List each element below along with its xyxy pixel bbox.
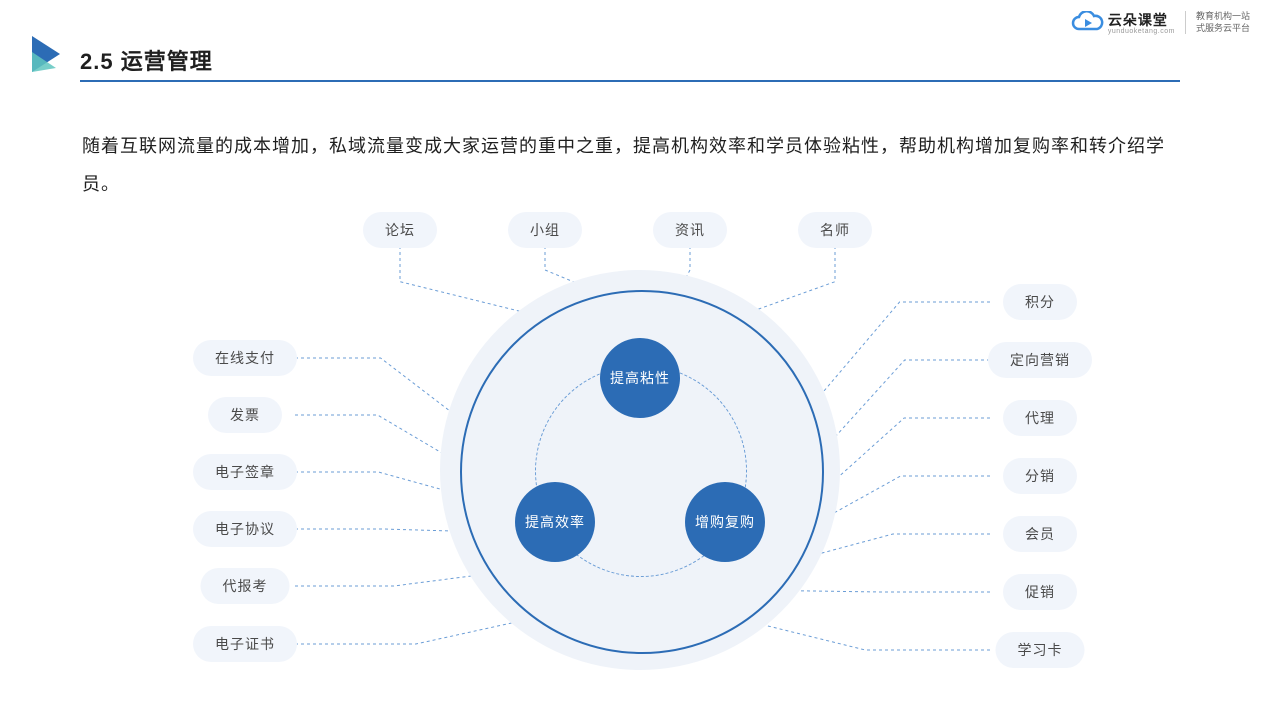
hub-hub-sticky: 提高粘性 <box>600 338 680 418</box>
pill-p-forum: 论坛 <box>363 212 437 248</box>
logo-tagline-l2: 式服务云平台 <box>1196 23 1250 35</box>
pill-p-teacher: 名师 <box>798 212 872 248</box>
pill-p-target: 定向营销 <box>988 342 1092 378</box>
pill-p-exam: 代报考 <box>201 568 290 604</box>
pill-p-ecert: 电子证书 <box>193 626 297 662</box>
hub-hub-efficient: 提高效率 <box>515 482 595 562</box>
pill-p-agent: 代理 <box>1003 400 1077 436</box>
operation-diagram: 提高粘性提高效率 增购复购 论坛 小组 资讯 名师在线支付发票电子签章电子协议代报考电子证… <box>0 200 1280 720</box>
description-text: 随着互联网流量的成本增加，私域流量变成大家运营的重中之重，提高机构效率和学员体验… <box>82 128 1202 204</box>
section-title-text: 运营管理 <box>121 49 213 74</box>
logo-tagline-l1: 教育机构一站 <box>1196 11 1250 23</box>
logo-domain: yunduoketang.com <box>1108 28 1175 35</box>
pill-p-esign: 电子签章 <box>193 454 297 490</box>
section-number: 2.5 <box>80 49 114 74</box>
logo-text-block: 云朵课堂 yunduoketang.com <box>1108 10 1175 35</box>
hub-hub-repurchase: 增购复购 <box>685 482 765 562</box>
pill-p-group: 小组 <box>508 212 582 248</box>
logo-tagline: 教育机构一站 式服务云平台 <box>1185 11 1250 34</box>
pill-p-studycard: 学习卡 <box>996 632 1085 668</box>
title-triangle-icon <box>30 34 70 76</box>
pill-p-points: 积分 <box>1003 284 1077 320</box>
logo-block: 云朵课堂 yunduoketang.com 教育机构一站 式服务云平台 <box>1070 10 1250 35</box>
pill-p-pay: 在线支付 <box>193 340 297 376</box>
cloud-icon <box>1070 11 1104 35</box>
section-title: 2.5 运营管理 <box>80 44 213 76</box>
pill-p-promo: 促销 <box>1003 574 1077 610</box>
pill-p-invoice: 发票 <box>208 397 282 433</box>
pill-p-member: 会员 <box>1003 516 1077 552</box>
pill-p-news: 资讯 <box>653 212 727 248</box>
header: 2.5 运营管理 云朵课堂 yunduoketang.com 教育机构一站 式服… <box>0 34 1280 94</box>
logo-brand: 云朵课堂 <box>1108 10 1175 30</box>
pill-p-dist: 分销 <box>1003 458 1077 494</box>
title-underline <box>80 80 1180 82</box>
pill-p-econtract: 电子协议 <box>193 511 297 547</box>
